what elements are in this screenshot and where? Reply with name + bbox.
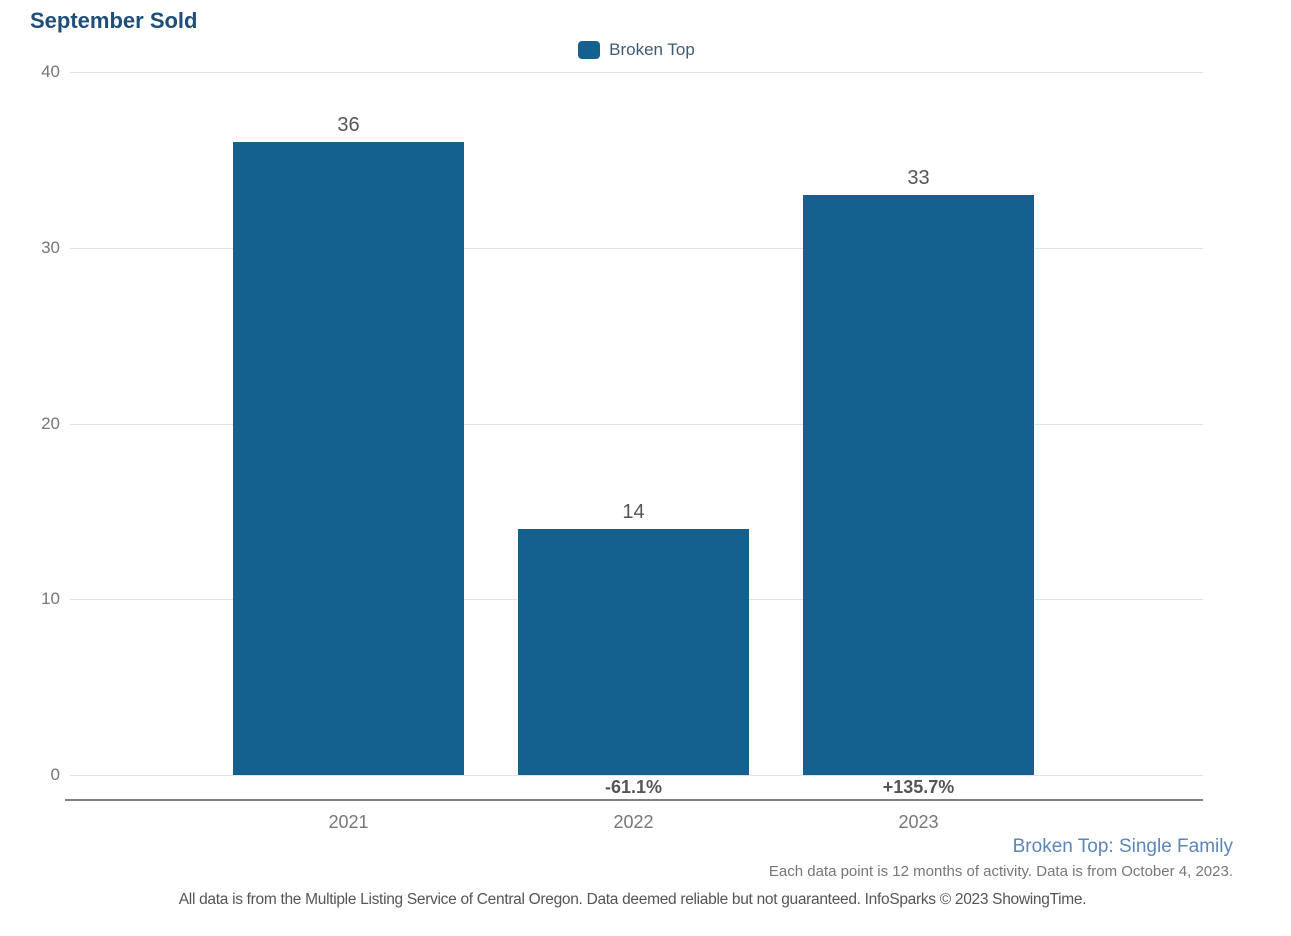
bar-2023[interactable] xyxy=(803,195,1034,775)
legend: Broken Top xyxy=(70,40,1203,60)
x-axis-tick-2023: 2023 xyxy=(898,812,939,832)
pct-change-label-2023: +135.7% xyxy=(882,777,955,797)
data-note: Each data point is 12 months of activity… xyxy=(768,863,1233,880)
x-axis-line xyxy=(65,799,1203,801)
y-axis-tick: 10 xyxy=(41,589,60,609)
x-axis-tick-2021: 2021 xyxy=(328,812,369,832)
gridline-0 xyxy=(70,775,1203,776)
x-axis-tick-2022: 2022 xyxy=(613,812,654,832)
series-description: Broken Top: Single Family xyxy=(1012,836,1233,857)
pct-change-label-2022: -61.1% xyxy=(604,777,663,797)
y-axis-tick: 0 xyxy=(50,765,60,784)
bar-2021[interactable] xyxy=(233,142,464,775)
bar-group-2023: 33 xyxy=(803,72,1034,775)
y-axis-tick: 20 xyxy=(41,413,60,433)
bar-group-2021: 36 xyxy=(233,72,464,775)
bar-group-2022: 14 xyxy=(518,72,749,775)
legend-swatch-icon xyxy=(578,41,601,59)
bar-2022[interactable] xyxy=(518,528,749,775)
gridline-30 xyxy=(70,247,1203,249)
disclaimer: All data is from the Multiple Listing Se… xyxy=(178,891,1087,908)
y-axis-tick: 40 xyxy=(41,62,60,81)
bar-value-label: 36 xyxy=(337,114,360,137)
chart-title: September Sold xyxy=(30,8,198,33)
y-axis-tick: 30 xyxy=(41,237,60,257)
gridline-40 xyxy=(70,72,1203,73)
legend-item-broken-top[interactable]: Broken Top xyxy=(578,40,695,60)
plot-area: 40 30 20 10 0 36 14 33 -61.1% +135.7% 20… xyxy=(41,62,1203,832)
bar-value-label: 14 xyxy=(622,500,645,523)
legend-label: Broken Top xyxy=(609,40,695,59)
gridline-20 xyxy=(70,423,1203,425)
bar-value-label: 33 xyxy=(907,167,930,190)
